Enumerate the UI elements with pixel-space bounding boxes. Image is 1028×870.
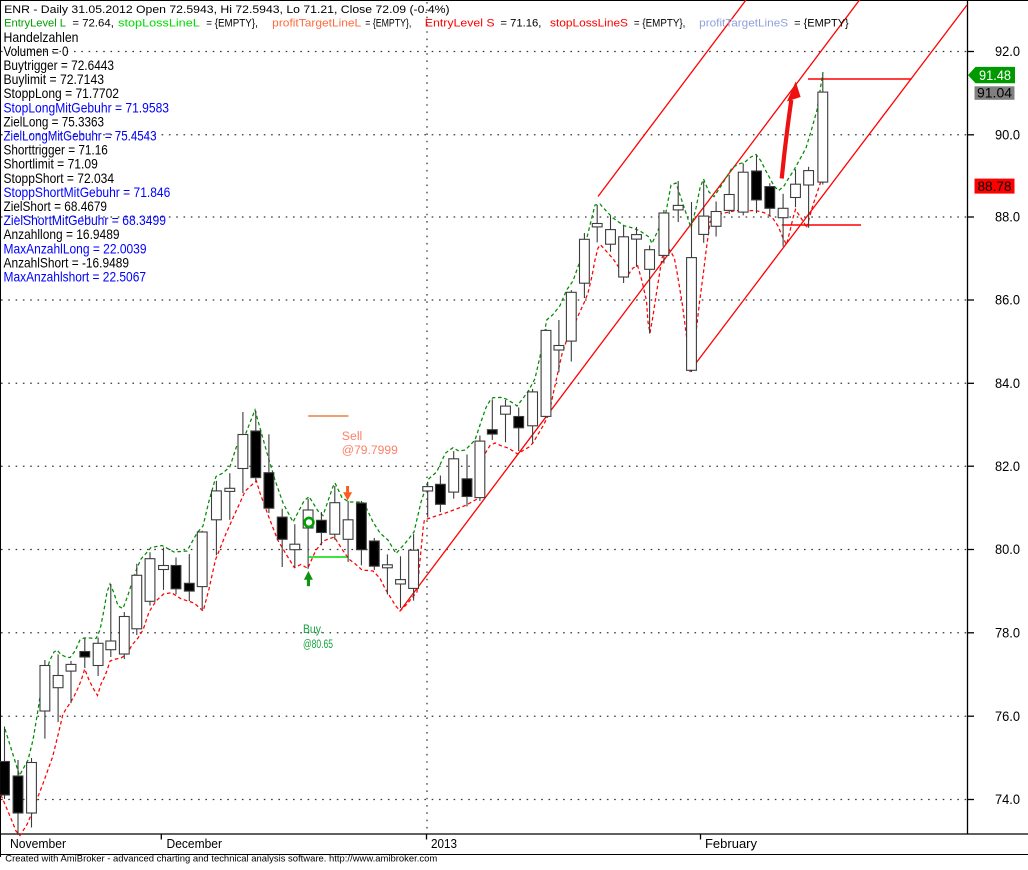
- svg-text:2013: 2013: [431, 837, 457, 851]
- svg-text:Created with AmiBroker - advan: Created with AmiBroker - advanced charti…: [5, 854, 437, 864]
- svg-text:ZielLong = 75.3363: ZielLong = 75.3363: [4, 114, 105, 129]
- svg-text:76.0: 76.0: [995, 709, 1020, 724]
- svg-text:EntryLevel L: EntryLevel L: [4, 18, 66, 30]
- svg-text:StoppLong = 71.7702: StoppLong = 71.7702: [4, 86, 120, 101]
- svg-text:= {EMPTY},: = {EMPTY},: [634, 18, 686, 30]
- svg-text:92.0: 92.0: [995, 44, 1020, 59]
- svg-text:StoppShortMitGebuhr = 71.846: StoppShortMitGebuhr = 71.846: [4, 185, 171, 200]
- svg-text:Sell: Sell: [342, 429, 363, 443]
- svg-text:86.0: 86.0: [995, 293, 1020, 308]
- svg-text:88.78: 88.78: [978, 179, 1012, 194]
- svg-text:ZielLongMitGebuhr = 75.4543: ZielLongMitGebuhr = 75.4543: [4, 129, 157, 144]
- svg-text:91.04: 91.04: [977, 86, 1013, 101]
- svg-text:stopLossLineL: stopLossLineL: [118, 18, 200, 30]
- svg-text:MaxAnzahlshort = 22.5067: MaxAnzahlshort = 22.5067: [4, 270, 147, 285]
- svg-text:= {EMPTY},: = {EMPTY},: [365, 18, 411, 30]
- svg-text:Volumen = 0: Volumen = 0: [4, 44, 69, 59]
- svg-text:EntryLevel S: EntryLevel S: [425, 18, 495, 30]
- svg-text:Buy.: Buy.: [303, 622, 323, 636]
- svg-text:@80.65: @80.65: [303, 637, 333, 651]
- svg-text:December: December: [167, 837, 223, 851]
- svg-text:Shortlimit = 71.09: Shortlimit = 71.09: [4, 157, 98, 172]
- svg-text:ZielShortMitGebuhr = 68.3499: ZielShortMitGebuhr = 68.3499: [4, 213, 167, 228]
- svg-text:= 71.16,: = 71.16,: [500, 18, 541, 30]
- svg-text:February: February: [705, 837, 758, 851]
- svg-text:78.0: 78.0: [995, 626, 1020, 641]
- svg-text:Buytrigger = 72.6443: Buytrigger = 72.6443: [4, 58, 115, 73]
- svg-text:Shorttrigger = 71.16: Shorttrigger = 71.16: [4, 143, 108, 158]
- svg-text:88.0: 88.0: [995, 210, 1020, 225]
- svg-text:82.0: 82.0: [995, 459, 1020, 474]
- svg-text:StoppShort = 72.034: StoppShort = 72.034: [4, 171, 115, 186]
- svg-text:Handelzahlen: Handelzahlen: [4, 30, 79, 45]
- svg-text:= {EMPTY}: = {EMPTY}: [794, 18, 849, 30]
- svg-text:= {EMPTY},: = {EMPTY},: [206, 18, 257, 30]
- svg-text:MaxAnzahlLong = 22.0039: MaxAnzahlLong = 22.0039: [4, 241, 147, 256]
- svg-text:@79.7999: @79.7999: [342, 443, 398, 457]
- svg-text:91.48: 91.48: [979, 68, 1011, 83]
- svg-text:November: November: [10, 837, 66, 851]
- svg-text:AnzahlShort = -16.9489: AnzahlShort = -16.9489: [4, 255, 130, 270]
- svg-text:80.0: 80.0: [995, 542, 1020, 557]
- svg-text:ENR - Daily 31.05.2012 Open 72: ENR - Daily 31.05.2012 Open 72.5943, Hi …: [4, 4, 450, 16]
- svg-text:74.0: 74.0: [995, 792, 1020, 807]
- svg-text:profitTargetLineL: profitTargetLineL: [272, 18, 361, 30]
- svg-text:= 72.64,: = 72.64,: [72, 18, 113, 30]
- svg-text:profitTargetLineS: profitTargetLineS: [699, 18, 788, 30]
- svg-text:Anzahllong = 16.9489: Anzahllong = 16.9489: [4, 227, 120, 242]
- svg-text:StopLongMitGebuhr = 71.9583: StopLongMitGebuhr = 71.9583: [4, 100, 170, 115]
- svg-text:stopLossLineS: stopLossLineS: [550, 18, 628, 30]
- svg-text:84.0: 84.0: [995, 376, 1020, 391]
- svg-text:ZielShort = 68.4679: ZielShort = 68.4679: [4, 199, 108, 214]
- svg-text:Buylimit = 72.7143: Buylimit = 72.7143: [4, 72, 105, 87]
- svg-text:90.0: 90.0: [995, 128, 1020, 143]
